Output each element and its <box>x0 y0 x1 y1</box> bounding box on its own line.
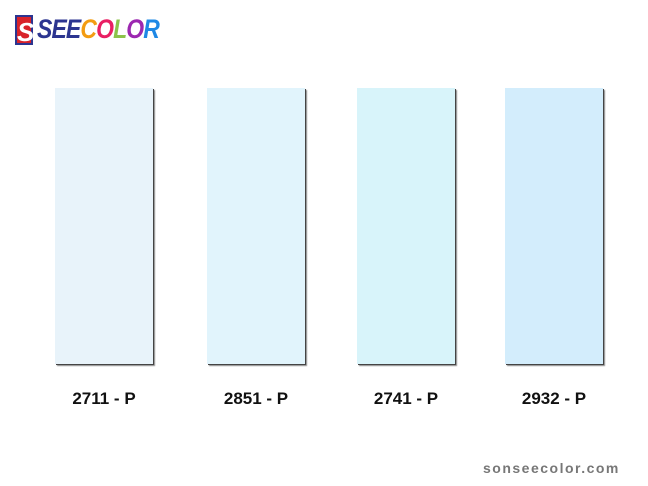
swatch-label: 2851 - P <box>223 389 289 408</box>
logo-mark: S <box>15 14 35 47</box>
website-url: sonseecolor.com <box>483 460 620 476</box>
seecolor-logo: S SEECOLOR <box>15 14 181 47</box>
color-swatch-4 <box>505 88 603 364</box>
color-swatch-1 <box>55 88 153 364</box>
logo-part: SEE <box>37 14 81 44</box>
logo-part: C <box>80 14 97 44</box>
swatch-label: 2711 - P <box>72 389 136 408</box>
swatch-label: 2932 - P <box>521 389 587 408</box>
logo-text: SEECOLOR <box>37 14 160 45</box>
logo-part: L <box>113 14 127 44</box>
logo-part: R <box>143 14 160 44</box>
logo-part: O <box>96 14 114 44</box>
color-swatch-3 <box>357 88 455 364</box>
swatch-label: 2741 - P <box>373 389 439 408</box>
color-swatch-2 <box>207 88 305 364</box>
logo-part: O <box>126 14 144 44</box>
